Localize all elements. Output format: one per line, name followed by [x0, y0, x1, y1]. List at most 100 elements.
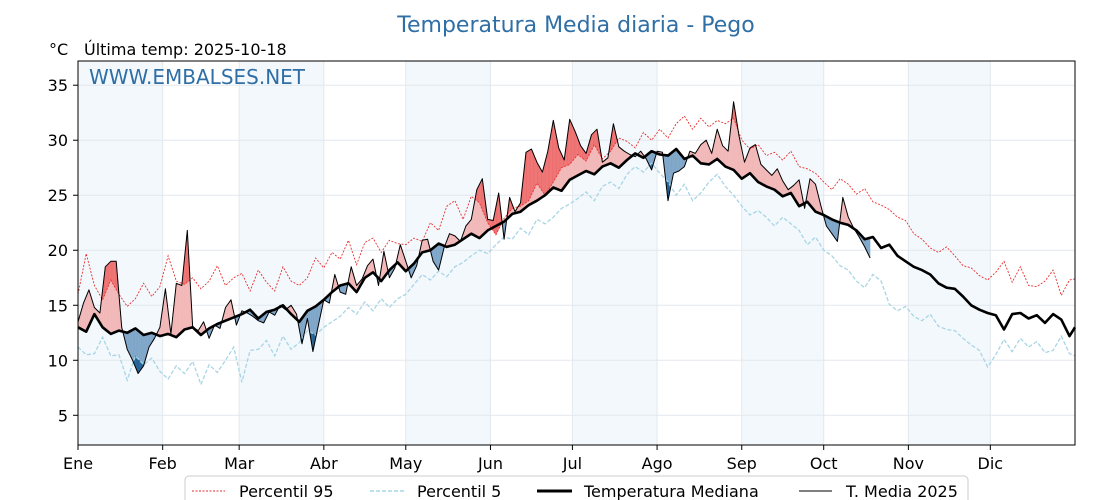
- last-temp-subtitle: Última temp: 2025-10-18: [84, 40, 287, 59]
- fill-above-median: [764, 168, 767, 187]
- fill-above-p95: [536, 162, 539, 186]
- fill-above-p95: [573, 128, 576, 160]
- fill-above-median: [86, 293, 88, 332]
- fill-above-median: [180, 284, 182, 334]
- watermark: WWW.EMBALSES.NET: [89, 65, 306, 89]
- fill-below-median: [132, 328, 135, 364]
- fill-above-median: [771, 173, 774, 190]
- fill-below-median: [434, 245, 436, 267]
- fill-above-p95: [529, 148, 532, 198]
- fill-above-median: [753, 144, 756, 180]
- fill-above-p95: [111, 261, 114, 286]
- fill-above-median: [469, 219, 472, 235]
- fill-above-median: [768, 172, 771, 189]
- fill-below-median: [834, 220, 837, 240]
- x-tick-label: Abr: [310, 454, 338, 473]
- y-axis-unit: °C: [49, 40, 68, 59]
- fill-below-median: [674, 148, 677, 173]
- fill-above-p95: [527, 150, 529, 202]
- fill-below-median: [129, 330, 132, 358]
- fill-above-median: [87, 289, 90, 329]
- fill-above-p95: [528, 149, 531, 201]
- fill-above-median: [767, 170, 770, 188]
- fill-above-median: [704, 139, 707, 165]
- fill-above-median: [813, 182, 816, 213]
- fill-above-median: [773, 171, 775, 190]
- series-line-p95: [77, 115, 1076, 308]
- x-tick-label: Dic: [978, 454, 1004, 473]
- x-axis: Ene Feb Mar Abr May Jun Jul Ago Sep Oct Nov Dic: [63, 445, 1003, 473]
- chart-title: Temperatura Media diaria - Pego: [396, 13, 754, 38]
- fill-above-p95: [114, 261, 117, 291]
- y-tick-label: 15: [48, 296, 68, 315]
- month-band: [239, 61, 324, 445]
- y-tick-label: 25: [48, 186, 68, 205]
- fill-above-median: [228, 301, 230, 320]
- series-line-median: [77, 147, 1077, 339]
- legend-label-p5: Percentil 5: [417, 482, 501, 500]
- fill-above-p95: [569, 119, 572, 165]
- fill-below-median: [435, 244, 438, 269]
- fill-above-median: [775, 168, 778, 193]
- fill-above-median: [422, 239, 424, 253]
- fill-above-median: [752, 145, 755, 179]
- fill-above-median: [84, 296, 87, 332]
- plot-frame: [77, 60, 1076, 446]
- fill-above-median: [749, 146, 752, 176]
- fill-above-median: [83, 299, 85, 332]
- y-tick-label: 35: [48, 76, 68, 95]
- x-tick-label: Ene: [63, 454, 93, 473]
- y-tick-label: 10: [48, 351, 68, 370]
- fill-above-p95: [551, 120, 554, 185]
- fill-above-median: [229, 299, 232, 320]
- y-tick-label: 30: [48, 131, 68, 150]
- x-tick-label: Jun: [477, 454, 503, 473]
- y-tick-label: 5: [58, 406, 68, 425]
- y-tick-label: 20: [48, 241, 68, 260]
- fill-above-median: [722, 145, 725, 166]
- fill-above-median: [618, 146, 621, 169]
- fill-above-p95: [113, 261, 116, 288]
- legend-label-2025: T. Media 2025: [845, 482, 958, 500]
- fill-above-median: [449, 233, 452, 247]
- x-tick-label: Mar: [224, 454, 255, 473]
- fill-above-p95: [540, 169, 543, 192]
- fill-below-median: [131, 329, 133, 361]
- fill-above-median: [703, 141, 706, 165]
- fill-above-p95: [570, 122, 573, 164]
- fill-above-median: [760, 164, 763, 185]
- fill-above-p95: [595, 128, 598, 150]
- fill-above-median: [423, 239, 426, 253]
- x-tick-label: Nov: [893, 454, 924, 473]
- month-band: [405, 61, 491, 445]
- x-tick-label: Oct: [810, 454, 838, 473]
- fill-above-median: [766, 169, 768, 188]
- fill-above-p95: [479, 181, 482, 207]
- fill-above-p95: [534, 155, 536, 190]
- series-line-p5: [77, 162, 1076, 387]
- fill-above-median: [762, 165, 764, 186]
- fill-above-median: [812, 181, 815, 211]
- fill-above-median: [811, 179, 813, 209]
- fill-above-median: [726, 149, 729, 168]
- fill-above-p95: [594, 130, 596, 148]
- x-tick-label: Sep: [727, 454, 757, 473]
- fill-above-p95: [105, 265, 107, 294]
- x-tick-label: Feb: [149, 454, 177, 473]
- month-band: [908, 61, 991, 445]
- legend-label-median: Temperatura Mediana: [583, 482, 759, 500]
- fill-above-median: [700, 143, 703, 164]
- fill-above-p95: [535, 158, 538, 187]
- fill-below-median: [835, 220, 838, 242]
- month-band: [572, 61, 658, 445]
- fill-below-median: [673, 149, 675, 174]
- legend: Percentil 95 Percentil 5 Temperatura Med…: [184, 475, 969, 500]
- x-tick-label: May: [389, 454, 422, 473]
- fill-above-median: [809, 178, 812, 208]
- fill-above-median: [178, 284, 181, 335]
- fill-below-median: [437, 243, 439, 271]
- y-axis: 5 10 15 20 25 30 35: [48, 76, 78, 425]
- fill-above-median: [450, 234, 453, 247]
- fill-above-p95: [525, 151, 528, 203]
